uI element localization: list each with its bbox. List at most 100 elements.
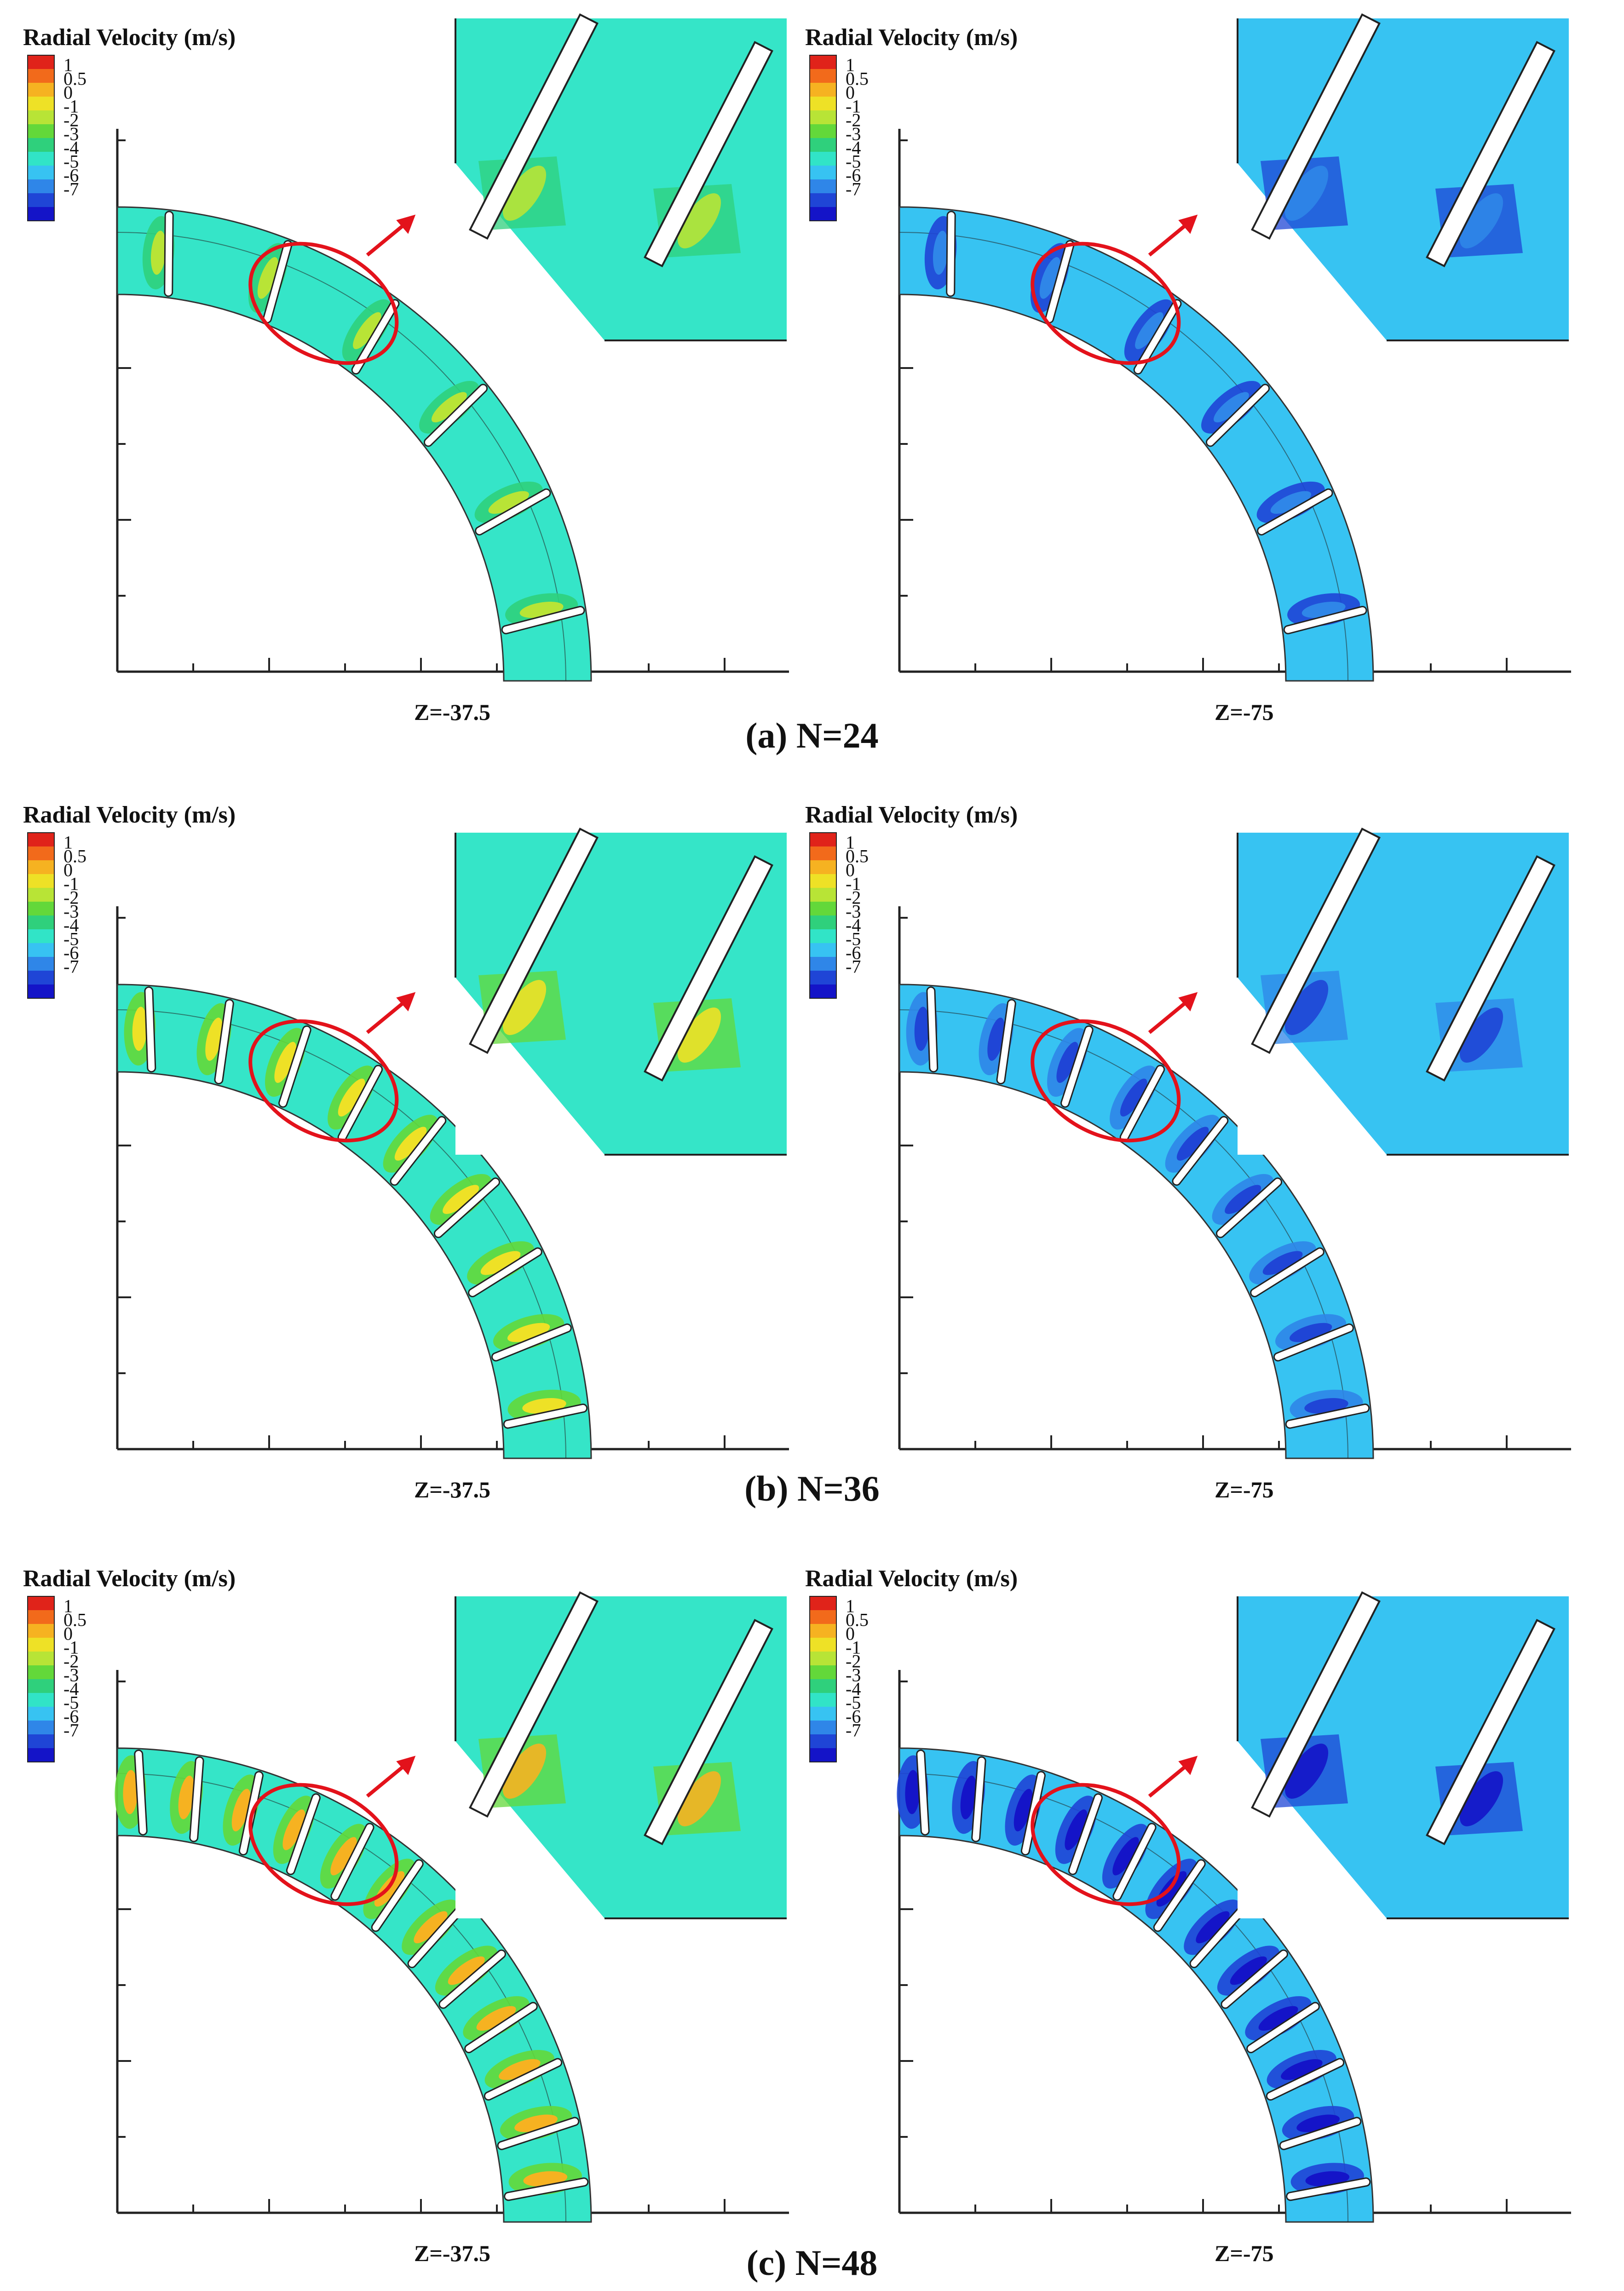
panel-r1-p1: Radial Velocity (m/s) 10.50-1-2-3-4-5-6-7… (805, 802, 1571, 1502)
wake-core (987, 1018, 1005, 1061)
inset-blade (1253, 830, 1378, 1052)
colorbar-title: Radial Velocity (m/s) (805, 24, 1018, 51)
colorbar-tick-label: 1 (846, 1596, 855, 1617)
colorbar-tick-label: -5 (846, 1692, 861, 1713)
inset-wake-core (1284, 980, 1329, 1035)
wake-core (123, 1770, 138, 1814)
colorbar-swatch (28, 69, 54, 83)
inset-wake-core (502, 1744, 547, 1799)
blade (425, 385, 487, 446)
wake-core (1262, 1251, 1303, 1275)
zoom-inset (455, 828, 787, 1156)
blade (332, 1824, 373, 1900)
colorbar-tick-label: -3 (846, 124, 861, 144)
colorbar-swatch (810, 846, 836, 860)
colorbar-tick-label: 0.5 (63, 846, 86, 867)
colorbar-swatch (28, 1734, 54, 1748)
blade (287, 1795, 319, 1874)
wake-core (480, 1251, 521, 1275)
colorbar-tick-label: 1 (846, 55, 855, 75)
colorbar-tick-label: 0 (846, 860, 855, 881)
wake-core (488, 491, 529, 514)
wake-core (178, 1775, 195, 1819)
colorbar-swatch (810, 152, 836, 166)
blade (1248, 2003, 1319, 2052)
colorbar-tick-label: -4 (846, 1679, 861, 1699)
wake-core (257, 257, 278, 299)
colorbar-tick-label: -1 (63, 1637, 79, 1658)
colorbar-swatch (28, 1707, 54, 1721)
colorbar-swatch (28, 1693, 54, 1707)
colorbar-swatch (810, 860, 836, 874)
wake-core (960, 1775, 977, 1819)
colorbar-swatch (28, 55, 54, 69)
blade (476, 489, 550, 534)
colorbar-tick-label: -3 (63, 124, 79, 144)
colorbar-tick-label: -2 (846, 887, 861, 908)
wake-core (914, 1007, 930, 1051)
blade (1069, 1795, 1101, 1874)
blade (1274, 1324, 1353, 1360)
blade (1286, 1405, 1369, 1428)
colorbar-swatch (810, 902, 836, 915)
blade (505, 2179, 587, 2200)
wake-core (1230, 1956, 1267, 1985)
blade (927, 988, 937, 1071)
zoom-inset (455, 13, 787, 341)
blade (498, 2118, 578, 2149)
blade (435, 1179, 499, 1237)
blade (947, 212, 955, 296)
colorbar-swatch (810, 1596, 836, 1610)
wake-core (1289, 1323, 1332, 1342)
colorbar-swatch (810, 1748, 836, 1762)
wake-core (1120, 1078, 1147, 1117)
z-position-label: Z=-75 (1215, 699, 1274, 725)
colorbar-swatch (28, 971, 54, 984)
colorbar-tick-label: -4 (63, 138, 79, 158)
colorbar-title: Radial Velocity (m/s) (805, 1566, 1018, 1592)
colorbar-swatch (810, 1624, 836, 1638)
wake-core (282, 1809, 305, 1850)
colorbar-tick-label: -7 (63, 956, 79, 977)
colorbar-swatch (810, 971, 836, 984)
colorbar-swatch (810, 915, 836, 929)
colorbar-tick-label: -2 (63, 1651, 79, 1672)
colorbar-tick-label: -4 (63, 915, 79, 936)
colorbar-tick-label: -2 (63, 887, 79, 908)
inset-blade (1428, 858, 1553, 1079)
colorbar-swatch (810, 929, 836, 943)
colorbar-frame (27, 832, 55, 999)
blade (391, 1117, 445, 1185)
inset-blade (646, 858, 771, 1079)
inset-wake-core (502, 980, 547, 1035)
colorbar-tick-label: -7 (846, 179, 861, 200)
blade (280, 1026, 310, 1106)
inset-blade (1428, 43, 1553, 265)
contour-sector (897, 1747, 1374, 2223)
row-caption: (b) N=36 (744, 1468, 880, 1508)
highlight-arrow (1148, 221, 1190, 257)
colorbar-tick-label: 0 (846, 1623, 855, 1644)
blade (1046, 241, 1073, 322)
wake-core (338, 1078, 365, 1117)
colorbar-swatch (28, 1638, 54, 1652)
colorbar-tick-label: -1 (846, 96, 861, 117)
wake-core (132, 1007, 148, 1051)
colorbar-swatch (810, 1721, 836, 1734)
blade (1114, 1824, 1155, 1900)
inset-blade (1253, 16, 1378, 237)
wake-core (1225, 1185, 1261, 1214)
colorbar-swatch (810, 193, 836, 207)
wake-core (231, 1789, 251, 1831)
wake-core (394, 1127, 427, 1161)
blade (264, 241, 291, 322)
wake-core (1258, 2006, 1298, 2031)
panel-r0-p1: Radial Velocity (m/s) 10.50-1-2-3-4-5-6-7… (805, 13, 1571, 725)
blade (1121, 1066, 1164, 1141)
colorbar-tick-label: -6 (846, 165, 861, 186)
colorbar-tick-label: 0 (63, 82, 73, 103)
blade (135, 1751, 146, 1834)
arrow-head (1178, 992, 1198, 1012)
